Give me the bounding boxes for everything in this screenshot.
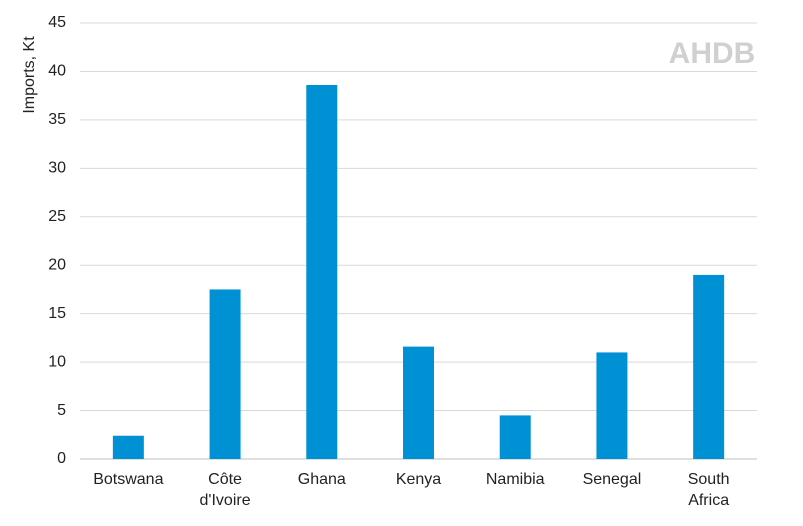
y-tick-label: 40	[48, 63, 66, 80]
y-tick-label: 35	[48, 111, 66, 128]
x-tick-label: Botswana	[93, 471, 164, 488]
x-tick-label: Senegal	[582, 471, 642, 488]
x-tick-label: Côte d'Ivoire	[199, 471, 251, 509]
bar	[403, 346, 434, 459]
watermark: AHDB	[669, 37, 756, 70]
y-tick-label: 45	[48, 14, 66, 31]
x-tick-label: South Africa	[687, 471, 730, 509]
y-axis-label: Imports, Kt	[21, 36, 38, 114]
x-tick-label: Ghana	[297, 471, 346, 488]
x-tick-label: Kenya	[395, 471, 442, 488]
y-tick-label: 20	[48, 256, 66, 273]
bar	[499, 415, 531, 459]
y-tick-label: 25	[48, 208, 66, 225]
y-tick-label: 0	[57, 450, 66, 467]
bar	[209, 289, 241, 459]
y-tick-label: 15	[48, 305, 66, 322]
x-tick-label: Namibia	[485, 471, 545, 488]
bar	[693, 274, 725, 459]
bar	[596, 352, 628, 459]
y-tick-label: 10	[48, 353, 66, 370]
bar	[112, 435, 144, 459]
y-tick-label: 30	[48, 160, 66, 177]
bar	[306, 85, 338, 460]
y-tick-label: 5	[57, 402, 66, 419]
